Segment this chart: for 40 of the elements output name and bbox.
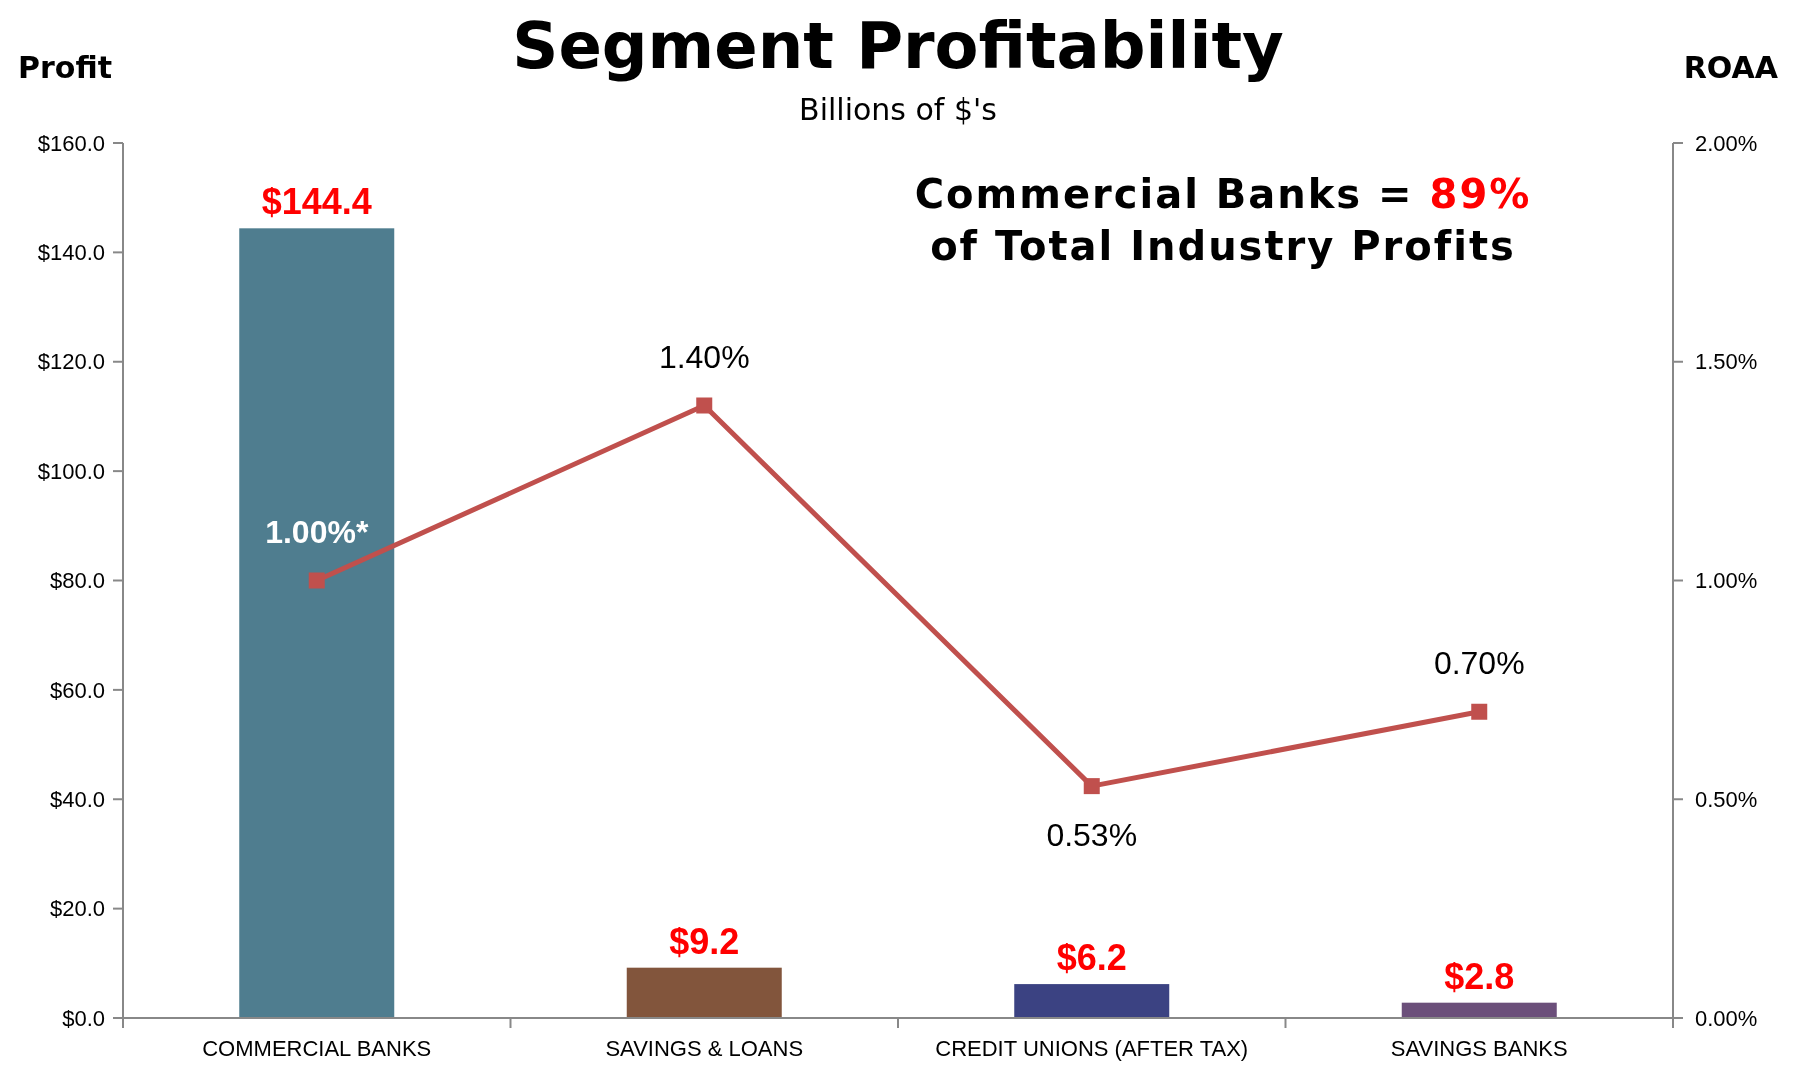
y-tick-label: $60.0 xyxy=(49,677,105,703)
bar xyxy=(1401,1002,1557,1018)
x-tick-label: COMMERCIAL BANKS xyxy=(202,1036,432,1061)
y-tick-label: $80.0 xyxy=(49,568,105,594)
y-tick-label: $40.0 xyxy=(49,786,105,812)
chart-title: Segment Profitability xyxy=(512,9,1284,83)
bar xyxy=(239,228,395,1018)
data-label: 1.40% xyxy=(658,338,750,375)
chart-subtitle: Billions of $'s xyxy=(799,92,997,127)
data-label: $2.8 xyxy=(1444,955,1515,997)
y-tick-label: $20.0 xyxy=(49,896,105,922)
y-axis-title: Profit xyxy=(18,50,112,85)
point xyxy=(308,572,325,589)
data-label: $9.2 xyxy=(669,920,740,962)
y2-tick-label: 0.50% xyxy=(1695,786,1758,812)
y2-tick-label: 1.50% xyxy=(1695,349,1758,375)
annotation: of Total Industry Profits xyxy=(930,223,1516,269)
y-tick-label: $140.0 xyxy=(37,240,105,266)
x-tick-label: SAVINGS & LOANS xyxy=(605,1036,804,1061)
x-tick-label: CREDIT UNIONS (AFTER TAX) xyxy=(935,1036,1249,1061)
y2-tick-label: 0.00% xyxy=(1695,1005,1758,1031)
data-label: $144.4 xyxy=(261,181,372,223)
y-tick-label: $120.0 xyxy=(37,349,105,375)
point xyxy=(1083,778,1100,795)
data-label: $6.2 xyxy=(1056,937,1127,979)
y-tick-label: $160.0 xyxy=(37,130,105,156)
point xyxy=(696,397,713,414)
data-label: 0.70% xyxy=(1433,644,1525,681)
y-tick-label: $100.0 xyxy=(37,458,105,484)
bar xyxy=(626,967,782,1018)
y2-tick-label: 2.00% xyxy=(1695,130,1758,156)
annotation: Commercial Banks = 89% xyxy=(914,171,1532,217)
data-label: 1.00%* xyxy=(265,513,369,550)
y-tick-label: $0.0 xyxy=(62,1005,105,1031)
bar xyxy=(1014,984,1170,1018)
x-tick-label: SAVINGS BANKS xyxy=(1390,1036,1568,1061)
y2-axis-title: ROAA xyxy=(1683,50,1779,85)
y2-tick-label: 1.00% xyxy=(1695,568,1758,594)
point xyxy=(1471,703,1488,720)
data-label: 0.53% xyxy=(1046,817,1138,854)
